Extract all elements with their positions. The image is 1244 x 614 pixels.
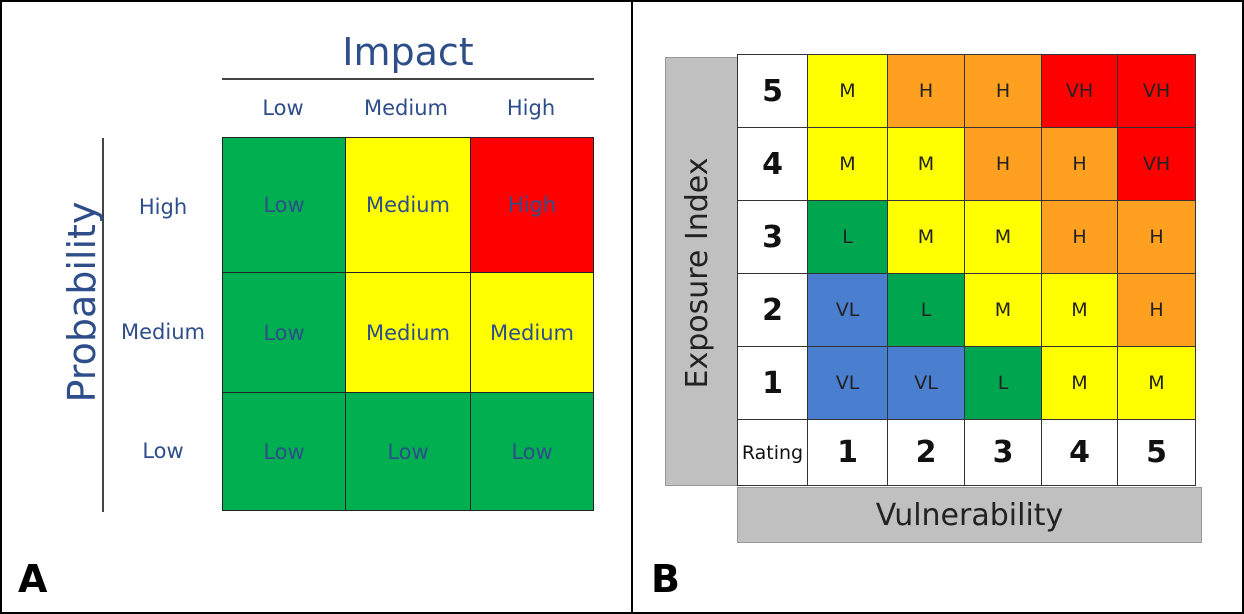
vulnerability-rating: 4 — [1041, 419, 1118, 486]
matrix-b-cell: M — [1041, 273, 1118, 347]
matrix-a-cell: Medium — [470, 272, 594, 393]
impact-col-low: Low — [262, 96, 304, 120]
matrix-b-cell: VH — [1041, 54, 1118, 128]
matrix-b-cell: VL — [807, 346, 888, 420]
panel-b-letter: B — [651, 557, 680, 601]
matrix-b-cell: M — [1117, 346, 1196, 420]
matrix-a-cell: High — [470, 137, 594, 273]
exposure-rating: 4 — [737, 127, 808, 201]
matrix-a-cell: Low — [345, 392, 471, 511]
matrix-b-cell: L — [964, 346, 1042, 420]
risk-matrix-a: Low Medium High Low Medium Medium Low Low Low — [222, 137, 594, 511]
vulnerability-rating: 1 — [807, 419, 888, 486]
matrix-b-cell: H — [1117, 273, 1196, 347]
matrix-b-cell: H — [964, 127, 1042, 201]
matrix-a-cell: Low — [222, 272, 346, 393]
matrix-a-cell: Medium — [345, 272, 471, 393]
vulnerability-rating: 2 — [887, 419, 965, 486]
rating-corner-label: Rating — [737, 419, 808, 486]
matrix-b-cell: L — [807, 200, 888, 274]
panel-a: Impact Low Medium High Probability High … — [0, 0, 633, 614]
impact-col-medium: Medium — [364, 96, 448, 120]
matrix-b-cell: VH — [1117, 127, 1196, 201]
probability-title: Probability — [60, 201, 104, 403]
matrix-b-cell: H — [1041, 127, 1118, 201]
matrix-b-cell: M — [1041, 346, 1118, 420]
matrix-a-cell: Medium — [345, 137, 471, 273]
exposure-rating: 2 — [737, 273, 808, 347]
panel-a-letter: A — [18, 557, 48, 601]
matrix-b-cell: M — [887, 127, 965, 201]
probability-rule — [102, 138, 104, 512]
impact-title: Impact — [342, 30, 474, 74]
panel-b: Exposure Index Vulnerability 5 M H H VH VH 4 M M… — [631, 0, 1244, 614]
matrix-b-cell: H — [964, 54, 1042, 128]
matrix-b-cell: VL — [887, 346, 965, 420]
probability-row-low: Low — [142, 439, 184, 463]
matrix-a-cell: Low — [222, 137, 346, 273]
risk-matrix-b: 5 M H H VH VH 4 M M H H VH 3 L M M H H 2 VL L M M H 1 VL VL L M M Rati… — [737, 54, 1203, 486]
matrix-b-cell: M — [807, 54, 888, 128]
matrix-b-cell: H — [887, 54, 965, 128]
vulnerability-rating: 3 — [964, 419, 1042, 486]
matrix-b-cell: M — [964, 273, 1042, 347]
exposure-rating: 1 — [737, 346, 808, 420]
matrix-b-cell: L — [887, 273, 965, 347]
exposure-index-label: Exposure Index — [680, 157, 715, 389]
matrix-b-cell: H — [1041, 200, 1118, 274]
matrix-b-cell: H — [1117, 200, 1196, 274]
matrix-b-cell: M — [887, 200, 965, 274]
probability-row-high: High — [138, 195, 188, 219]
matrix-a-cell: Low — [222, 392, 346, 511]
exposure-rating: 3 — [737, 200, 808, 274]
vulnerability-label: Vulnerability — [875, 497, 1064, 533]
matrix-b-cell: VL — [807, 273, 888, 347]
vulnerability-bar: Vulnerability — [737, 487, 1202, 543]
matrix-b-cell: VH — [1117, 54, 1196, 128]
matrix-a-cell: Low — [470, 392, 594, 511]
matrix-b-cell: M — [964, 200, 1042, 274]
vulnerability-rating: 5 — [1117, 419, 1196, 486]
probability-row-medium: Medium — [121, 320, 205, 344]
matrix-b-cell: M — [807, 127, 888, 201]
exposure-rating: 5 — [737, 54, 808, 128]
exposure-index-bar — [665, 57, 739, 486]
impact-rule — [222, 78, 594, 80]
impact-col-high: High — [506, 96, 556, 120]
